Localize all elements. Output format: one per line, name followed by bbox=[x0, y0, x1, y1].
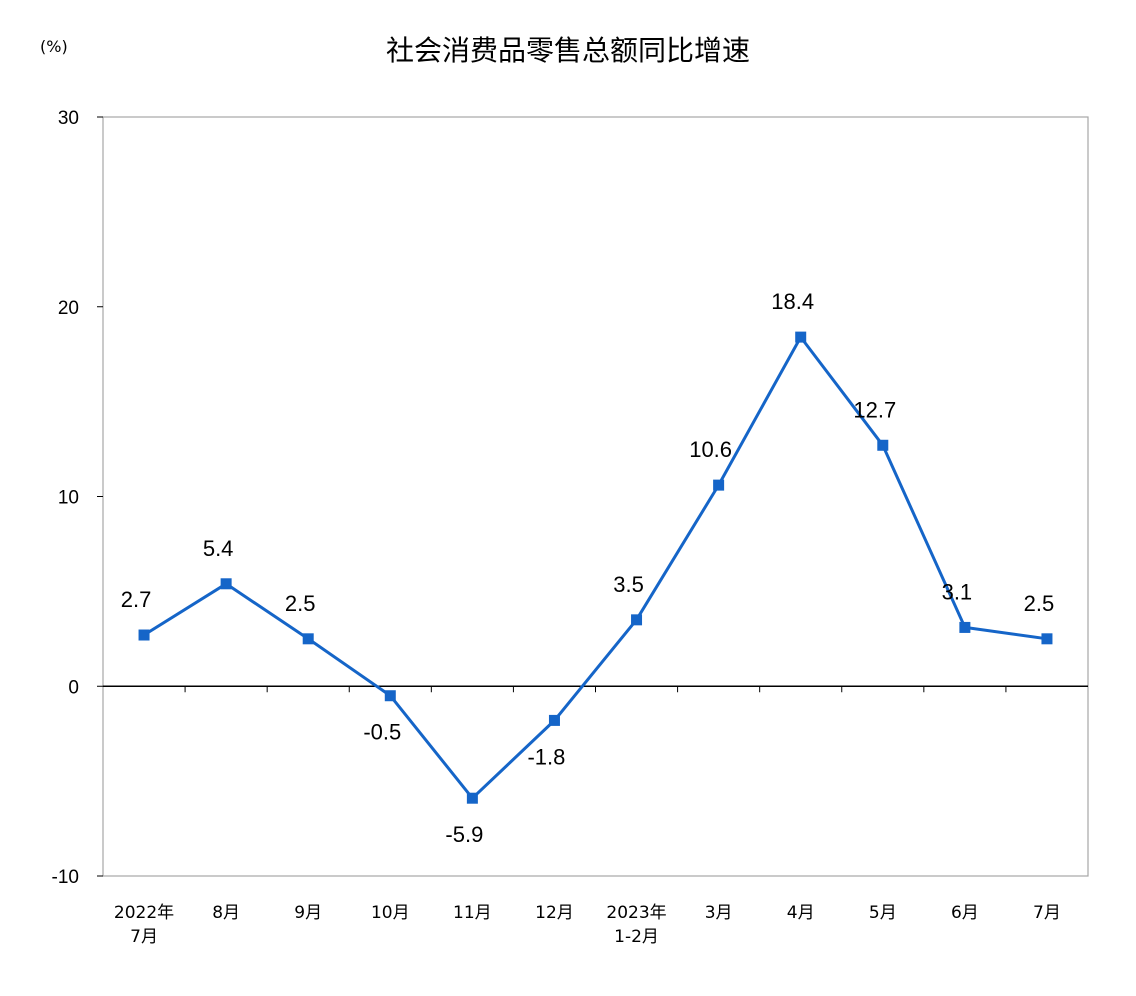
x-tick-label-line: 12月 bbox=[535, 903, 574, 923]
data-label: 18.4 bbox=[771, 289, 814, 314]
x-tick-label-line: 7月 bbox=[130, 927, 158, 947]
y-tick-label: -10 bbox=[52, 867, 79, 888]
data-label: -1.8 bbox=[527, 744, 565, 769]
data-point bbox=[713, 479, 725, 491]
data-point bbox=[466, 792, 478, 804]
x-axis bbox=[103, 685, 1088, 693]
plot-area bbox=[102, 116, 1089, 877]
data-point bbox=[631, 614, 643, 626]
data-point bbox=[1041, 633, 1053, 645]
x-tick-label-line: 6月 bbox=[951, 903, 979, 923]
x-tick-label-line: 7月 bbox=[1033, 903, 1061, 923]
data-point bbox=[302, 633, 314, 645]
x-tick-label-line: 4月 bbox=[787, 903, 815, 923]
x-tick-label-line: 2023年 bbox=[606, 903, 666, 923]
x-tick-label-line: 5月 bbox=[869, 903, 897, 923]
series-line-path bbox=[143, 335, 1048, 800]
x-tick-label: 2022年 7月 bbox=[114, 903, 174, 947]
x-tick-label-line: 8月 bbox=[212, 903, 240, 923]
x-tick-label-line: 1-2月 bbox=[614, 927, 659, 947]
x-tick-label: 7月 bbox=[1033, 903, 1061, 923]
data-label: 2.7 bbox=[121, 587, 152, 612]
data-point bbox=[548, 714, 560, 726]
data-label: 5.4 bbox=[203, 536, 234, 561]
x-tick-label: 12月 bbox=[535, 903, 574, 923]
series-markers bbox=[138, 331, 1053, 804]
x-axis-ticks: 2022年 7月 8月 9月 10月 11月 12月 2023年 1-2月 3月 4月 5月 6月 7月 bbox=[114, 903, 1061, 947]
data-labels: 2.7 5.4 2.5 -0.5 -5.9 -1.8 3.5 10.6 18.4 12.7 3.1 2… bbox=[121, 289, 1055, 847]
data-label: 3.5 bbox=[613, 572, 644, 597]
data-point bbox=[795, 331, 807, 343]
chart-title: 社会消费品零售总额同比增速 bbox=[386, 34, 750, 67]
x-tick-label: 2023年 1-2月 bbox=[606, 903, 666, 947]
data-point bbox=[384, 690, 396, 702]
data-point bbox=[220, 578, 232, 590]
x-tick-label: 3月 bbox=[705, 903, 733, 923]
x-tick-label-line: 2022年 bbox=[114, 903, 174, 923]
y-tick-label: 0 bbox=[68, 677, 79, 698]
data-point bbox=[138, 629, 150, 641]
x-tick-label-line: 9月 bbox=[294, 903, 322, 923]
x-tick-label-line: 3月 bbox=[705, 903, 733, 923]
x-tick-label: 4月 bbox=[787, 903, 815, 923]
x-tick-label: 5月 bbox=[869, 903, 897, 923]
x-tick-label: 10月 bbox=[371, 903, 410, 923]
x-tick-label: 11月 bbox=[453, 903, 492, 923]
y-tick-label: 10 bbox=[58, 488, 79, 509]
data-label: 12.7 bbox=[853, 397, 896, 422]
x-tick-label: 8月 bbox=[212, 903, 240, 923]
data-label: 2.5 bbox=[1024, 591, 1055, 616]
data-label: 2.5 bbox=[285, 591, 316, 616]
y-tick-label: 30 bbox=[58, 108, 79, 129]
x-tick-label: 9月 bbox=[294, 903, 322, 923]
x-tick-label-line: 11月 bbox=[453, 903, 492, 923]
y-axis: -10 0 10 20 30 bbox=[52, 108, 103, 888]
y-tick-label: 20 bbox=[58, 298, 79, 319]
x-tick-label-line: 10月 bbox=[371, 903, 410, 923]
data-label: 10.6 bbox=[689, 437, 732, 462]
data-label: -5.9 bbox=[445, 822, 483, 847]
data-point bbox=[877, 439, 889, 451]
data-label: 3.1 bbox=[942, 579, 973, 604]
data-label: -0.5 bbox=[363, 720, 401, 745]
y-axis-unit: (%) bbox=[40, 37, 68, 56]
series-line bbox=[143, 335, 1048, 800]
data-point bbox=[959, 621, 971, 633]
x-tick-label: 6月 bbox=[951, 903, 979, 923]
